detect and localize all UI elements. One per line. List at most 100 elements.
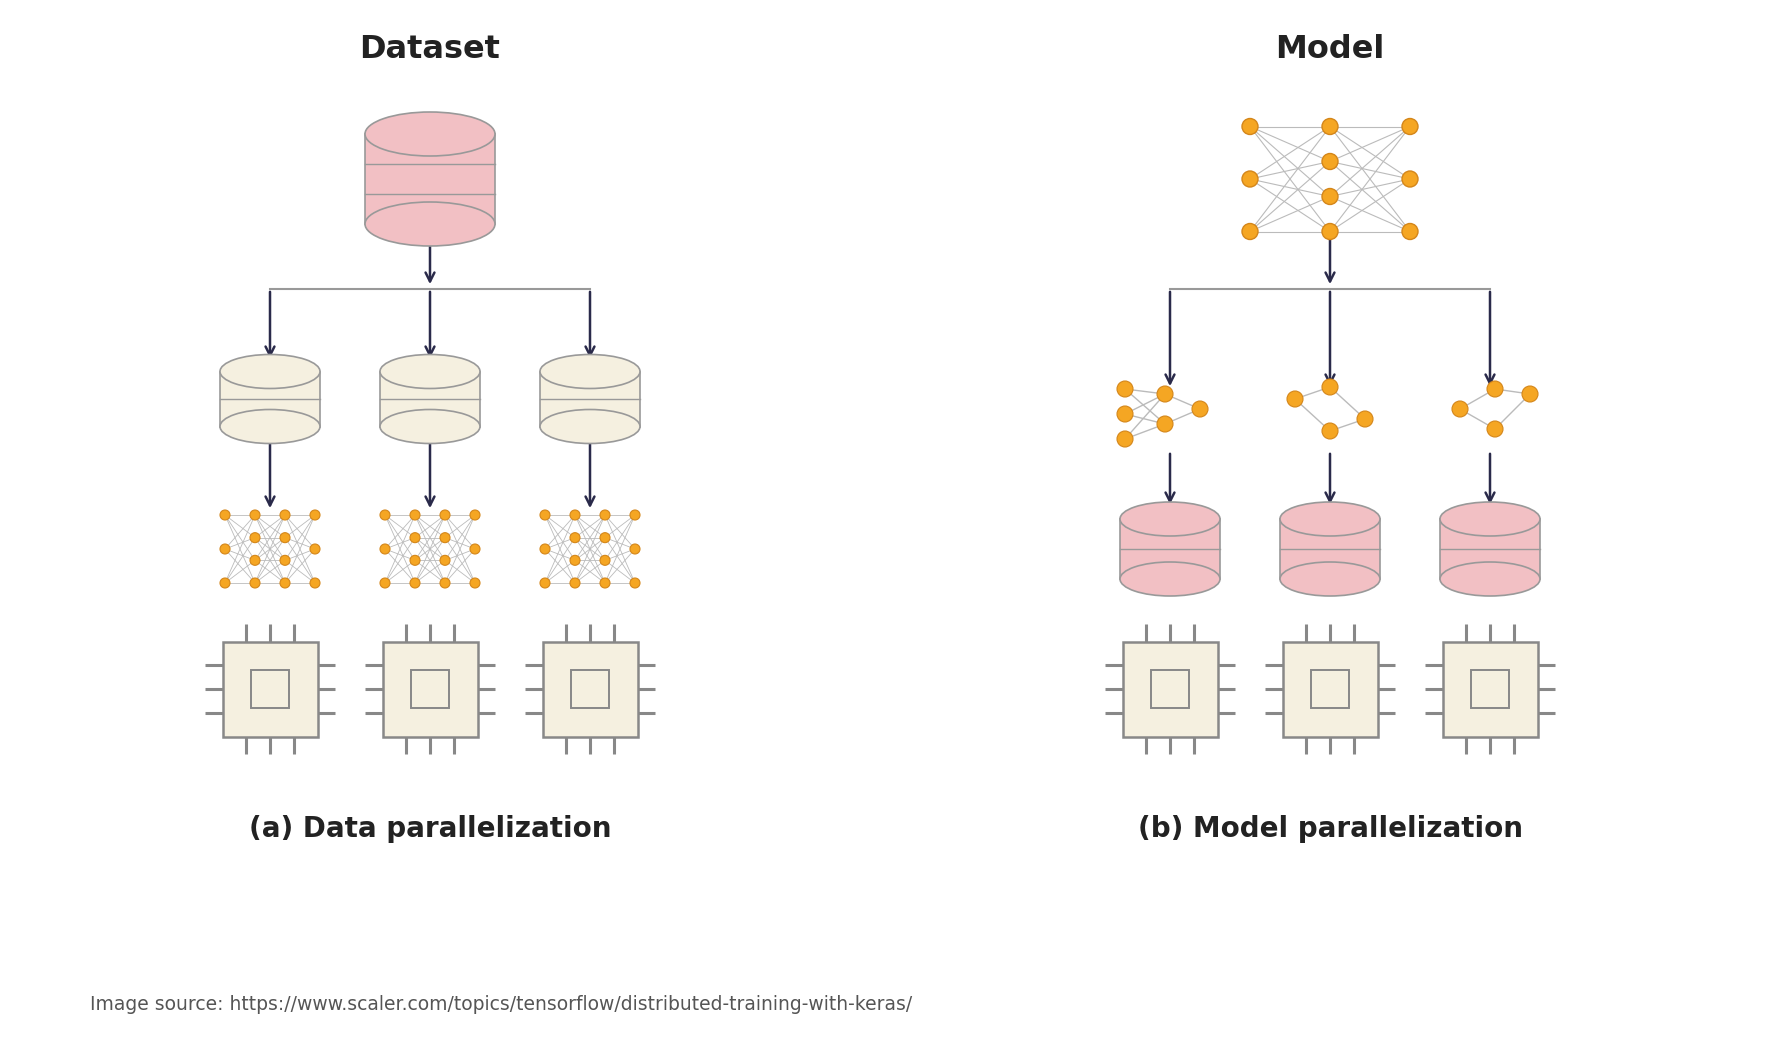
Circle shape bbox=[1322, 379, 1338, 395]
Circle shape bbox=[410, 555, 419, 566]
Circle shape bbox=[541, 578, 549, 588]
Circle shape bbox=[380, 510, 391, 520]
Circle shape bbox=[280, 555, 291, 566]
Circle shape bbox=[410, 533, 419, 542]
Circle shape bbox=[1158, 416, 1174, 432]
Circle shape bbox=[1242, 170, 1258, 187]
Circle shape bbox=[599, 555, 610, 566]
Ellipse shape bbox=[380, 355, 480, 389]
Bar bbox=[1472, 670, 1509, 708]
Circle shape bbox=[1402, 170, 1418, 187]
Bar bbox=[1443, 642, 1538, 736]
Circle shape bbox=[1117, 431, 1133, 447]
Bar bbox=[382, 642, 478, 736]
Bar bbox=[380, 372, 480, 427]
Circle shape bbox=[441, 533, 450, 542]
Circle shape bbox=[630, 578, 640, 588]
Circle shape bbox=[1117, 406, 1133, 421]
Circle shape bbox=[410, 578, 419, 588]
Circle shape bbox=[310, 510, 319, 520]
Ellipse shape bbox=[1120, 502, 1220, 536]
Circle shape bbox=[1322, 154, 1338, 169]
Bar bbox=[1440, 519, 1540, 579]
Bar bbox=[1283, 642, 1377, 736]
Bar bbox=[542, 642, 637, 736]
Circle shape bbox=[469, 544, 480, 554]
Circle shape bbox=[571, 510, 580, 520]
Ellipse shape bbox=[1120, 562, 1220, 596]
Ellipse shape bbox=[219, 355, 319, 389]
Text: Dataset: Dataset bbox=[360, 34, 501, 65]
Circle shape bbox=[410, 510, 419, 520]
Text: (b) Model parallelization: (b) Model parallelization bbox=[1138, 815, 1522, 843]
Circle shape bbox=[280, 510, 291, 520]
Circle shape bbox=[541, 510, 549, 520]
Ellipse shape bbox=[1440, 502, 1540, 536]
Circle shape bbox=[441, 510, 450, 520]
Circle shape bbox=[1322, 423, 1338, 439]
Circle shape bbox=[599, 533, 610, 542]
Text: (a) Data parallelization: (a) Data parallelization bbox=[248, 815, 612, 843]
Circle shape bbox=[250, 533, 260, 542]
Ellipse shape bbox=[366, 112, 494, 156]
Ellipse shape bbox=[541, 355, 640, 389]
Circle shape bbox=[630, 544, 640, 554]
Circle shape bbox=[1452, 401, 1468, 417]
Circle shape bbox=[1242, 119, 1258, 134]
Circle shape bbox=[571, 578, 580, 588]
Circle shape bbox=[1322, 189, 1338, 204]
Circle shape bbox=[1158, 385, 1174, 402]
Circle shape bbox=[1242, 223, 1258, 239]
Text: Model: Model bbox=[1276, 34, 1384, 65]
Circle shape bbox=[1488, 381, 1502, 397]
Ellipse shape bbox=[541, 410, 640, 444]
Circle shape bbox=[1358, 411, 1374, 427]
Bar bbox=[571, 670, 608, 708]
Bar bbox=[223, 642, 318, 736]
Bar bbox=[1120, 519, 1220, 579]
Circle shape bbox=[1322, 223, 1338, 239]
Circle shape bbox=[250, 578, 260, 588]
Circle shape bbox=[219, 578, 230, 588]
Bar bbox=[1122, 642, 1217, 736]
Circle shape bbox=[1286, 391, 1302, 407]
Bar bbox=[541, 372, 640, 427]
Circle shape bbox=[1402, 223, 1418, 239]
Circle shape bbox=[1192, 401, 1208, 417]
Ellipse shape bbox=[1279, 562, 1381, 596]
Circle shape bbox=[1322, 119, 1338, 134]
Bar bbox=[410, 670, 450, 708]
Circle shape bbox=[571, 533, 580, 542]
Circle shape bbox=[1522, 385, 1538, 402]
Circle shape bbox=[630, 510, 640, 520]
Ellipse shape bbox=[219, 410, 319, 444]
Bar bbox=[366, 134, 494, 225]
Bar bbox=[252, 670, 289, 708]
Circle shape bbox=[219, 544, 230, 554]
Ellipse shape bbox=[366, 202, 494, 246]
Ellipse shape bbox=[1440, 562, 1540, 596]
Ellipse shape bbox=[1279, 502, 1381, 536]
Text: Image source: https://www.scaler.com/topics/tensorflow/distributed-training-with: Image source: https://www.scaler.com/top… bbox=[89, 994, 912, 1013]
Circle shape bbox=[1402, 119, 1418, 134]
Circle shape bbox=[250, 510, 260, 520]
Circle shape bbox=[250, 555, 260, 566]
Circle shape bbox=[1488, 421, 1502, 437]
Circle shape bbox=[380, 578, 391, 588]
Bar bbox=[219, 372, 319, 427]
Bar bbox=[1311, 670, 1349, 708]
Bar bbox=[1151, 670, 1188, 708]
Ellipse shape bbox=[380, 410, 480, 444]
Circle shape bbox=[469, 510, 480, 520]
Circle shape bbox=[280, 533, 291, 542]
Circle shape bbox=[599, 578, 610, 588]
Circle shape bbox=[219, 510, 230, 520]
Circle shape bbox=[1117, 381, 1133, 397]
Circle shape bbox=[280, 578, 291, 588]
Circle shape bbox=[599, 510, 610, 520]
Circle shape bbox=[571, 555, 580, 566]
Circle shape bbox=[310, 544, 319, 554]
Circle shape bbox=[441, 578, 450, 588]
Bar bbox=[1279, 519, 1381, 579]
Circle shape bbox=[380, 544, 391, 554]
